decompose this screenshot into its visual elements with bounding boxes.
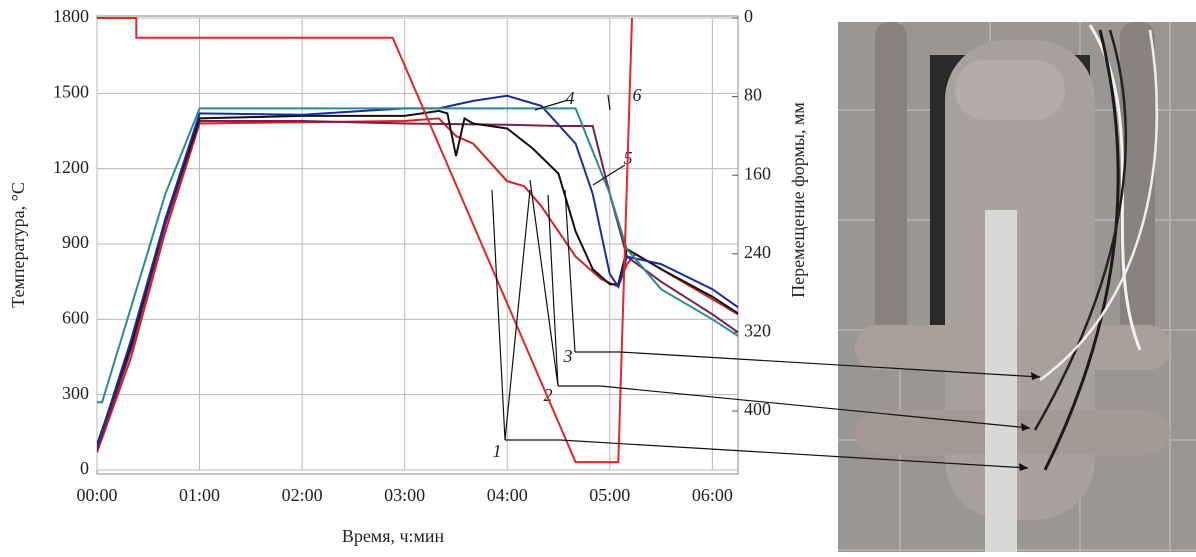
y-axis-label: Температура, °C xyxy=(8,182,28,308)
series-label: 6 xyxy=(633,85,642,105)
x-tick-label: 02:00 xyxy=(282,485,323,505)
photo xyxy=(838,22,1196,552)
series-label: 3 xyxy=(563,346,573,366)
y2-tick-label: 0 xyxy=(744,6,753,26)
y-tick-label: 1800 xyxy=(53,6,89,26)
x-tick-label: 00:00 xyxy=(76,485,117,505)
x-axis-label: Время, ч:мин xyxy=(342,526,445,546)
series-label: 1 xyxy=(493,441,502,461)
x-tick-label: 03:00 xyxy=(384,485,425,505)
y-tick-label: 1500 xyxy=(53,81,89,101)
series-label: 2 xyxy=(544,385,553,405)
y-tick-label: 0 xyxy=(80,458,89,478)
series-line xyxy=(97,120,738,451)
series-line xyxy=(97,107,738,404)
series-line xyxy=(97,94,738,448)
y-tick-label: 600 xyxy=(62,307,89,327)
y2-tick-label: 320 xyxy=(744,321,771,341)
y2-tick-label: 400 xyxy=(744,399,771,419)
plot-frame xyxy=(96,15,739,475)
x-tick-label: 06:00 xyxy=(692,485,733,505)
x-tick-label: 05:00 xyxy=(589,485,630,505)
x-tick-label: 01:00 xyxy=(179,485,220,505)
y2-tick-label: 80 xyxy=(744,85,762,105)
y2-axis-label: Перемещение формы, мм xyxy=(788,102,808,298)
series-line xyxy=(97,17,633,464)
arrow-heads xyxy=(1019,372,1040,471)
leader-lines xyxy=(491,94,1041,469)
y-tick-label: 300 xyxy=(62,383,89,403)
y-tick-label: 900 xyxy=(62,232,89,252)
series-line xyxy=(97,109,738,446)
x-tick-label: 04:00 xyxy=(487,485,528,505)
y2-tick-label: 240 xyxy=(744,242,771,262)
y2-tick-label: 160 xyxy=(744,163,771,183)
series-label: 4 xyxy=(566,88,575,108)
y-tick-label: 1200 xyxy=(53,157,89,177)
